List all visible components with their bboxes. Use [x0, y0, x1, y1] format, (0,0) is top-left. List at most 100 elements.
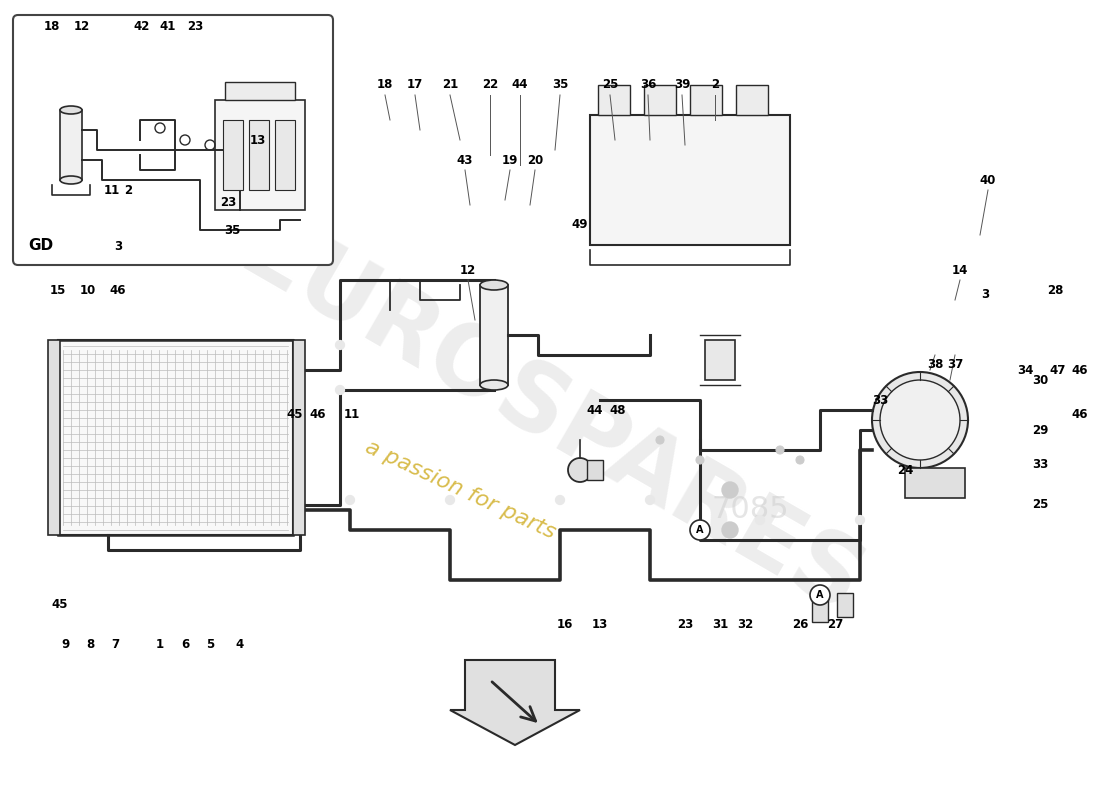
Text: 15: 15 — [50, 283, 66, 297]
Bar — [223, 120, 243, 190]
Bar — [58, 340, 293, 535]
Text: 35: 35 — [552, 78, 569, 91]
Text: 16: 16 — [557, 618, 573, 631]
Circle shape — [690, 520, 710, 540]
Text: A: A — [696, 525, 704, 535]
Bar — [214, 100, 305, 210]
Text: 44: 44 — [512, 78, 528, 91]
Text: 33: 33 — [1032, 458, 1048, 471]
Circle shape — [568, 458, 592, 482]
Bar — [837, 593, 852, 617]
Text: 38: 38 — [927, 358, 943, 371]
Text: 6: 6 — [180, 638, 189, 651]
Bar — [249, 120, 270, 190]
Text: 47: 47 — [1049, 363, 1066, 377]
Circle shape — [696, 456, 704, 464]
Ellipse shape — [60, 106, 82, 114]
Text: 14: 14 — [952, 263, 968, 277]
Circle shape — [446, 495, 454, 505]
Circle shape — [872, 372, 968, 468]
Text: 45: 45 — [52, 598, 68, 611]
Circle shape — [336, 341, 344, 350]
Text: 18: 18 — [44, 21, 60, 34]
Bar — [48, 340, 60, 535]
FancyBboxPatch shape — [13, 15, 333, 265]
Bar — [690, 85, 722, 115]
Circle shape — [810, 585, 830, 605]
Text: 45: 45 — [287, 409, 304, 422]
Text: 24: 24 — [896, 463, 913, 477]
Bar — [58, 340, 293, 535]
Text: a passion for parts: a passion for parts — [362, 437, 559, 543]
Text: 34: 34 — [1016, 363, 1033, 377]
Text: 37: 37 — [947, 358, 964, 371]
Text: 18: 18 — [377, 78, 393, 91]
FancyArrowPatch shape — [492, 682, 536, 721]
Text: 28: 28 — [1047, 283, 1064, 297]
Text: 39: 39 — [674, 78, 690, 91]
Bar — [905, 468, 965, 498]
Text: 46: 46 — [310, 409, 327, 422]
Text: 21: 21 — [442, 78, 458, 91]
Bar — [705, 340, 735, 380]
Bar — [293, 340, 305, 535]
Text: 2: 2 — [711, 78, 719, 91]
Text: 8: 8 — [86, 638, 95, 651]
Text: 33: 33 — [872, 394, 888, 406]
Bar — [812, 598, 828, 622]
Circle shape — [856, 515, 865, 525]
Text: 40: 40 — [980, 174, 997, 186]
Circle shape — [756, 515, 764, 525]
Text: 4: 4 — [235, 638, 244, 651]
Text: 23: 23 — [220, 195, 236, 209]
Text: 23: 23 — [676, 618, 693, 631]
Text: 3: 3 — [981, 289, 989, 302]
Text: 20: 20 — [527, 154, 543, 166]
Text: 48: 48 — [609, 403, 626, 417]
Text: EUROSPARES: EUROSPARES — [223, 205, 877, 635]
Text: 30: 30 — [1032, 374, 1048, 386]
Text: 7085: 7085 — [712, 495, 789, 525]
Text: 25: 25 — [1032, 498, 1048, 511]
Text: 9: 9 — [60, 638, 69, 651]
Text: A: A — [816, 590, 824, 600]
Text: 32: 32 — [737, 618, 754, 631]
Polygon shape — [450, 660, 580, 745]
Bar — [275, 120, 295, 190]
Text: 29: 29 — [1032, 423, 1048, 437]
Text: 35: 35 — [223, 223, 240, 237]
Circle shape — [646, 495, 654, 505]
Bar — [598, 85, 630, 115]
Bar — [587, 460, 603, 480]
Bar — [60, 110, 82, 180]
Text: 1: 1 — [156, 638, 164, 651]
Circle shape — [722, 522, 738, 538]
Text: 31: 31 — [712, 618, 728, 631]
Circle shape — [796, 456, 804, 464]
Text: 13: 13 — [250, 134, 266, 146]
Circle shape — [656, 436, 664, 444]
Text: 7: 7 — [111, 638, 119, 651]
Text: 27: 27 — [827, 618, 843, 631]
Text: 25: 25 — [602, 78, 618, 91]
Text: 46: 46 — [110, 283, 126, 297]
Text: 10: 10 — [80, 283, 96, 297]
Text: 5: 5 — [206, 638, 214, 651]
Text: 17: 17 — [407, 78, 424, 91]
Circle shape — [880, 380, 960, 460]
Text: 43: 43 — [456, 154, 473, 166]
Text: 49: 49 — [572, 218, 588, 231]
Circle shape — [556, 495, 564, 505]
Ellipse shape — [480, 280, 508, 290]
Text: 26: 26 — [792, 618, 808, 631]
Text: 36: 36 — [640, 78, 657, 91]
Text: 11: 11 — [344, 409, 360, 422]
Text: 11: 11 — [103, 183, 120, 197]
Text: 22: 22 — [482, 78, 498, 91]
Text: 19: 19 — [502, 154, 518, 166]
Circle shape — [722, 482, 738, 498]
Ellipse shape — [60, 176, 82, 184]
Bar — [590, 115, 790, 245]
Text: 12: 12 — [74, 21, 90, 34]
Text: GD: GD — [28, 238, 53, 253]
